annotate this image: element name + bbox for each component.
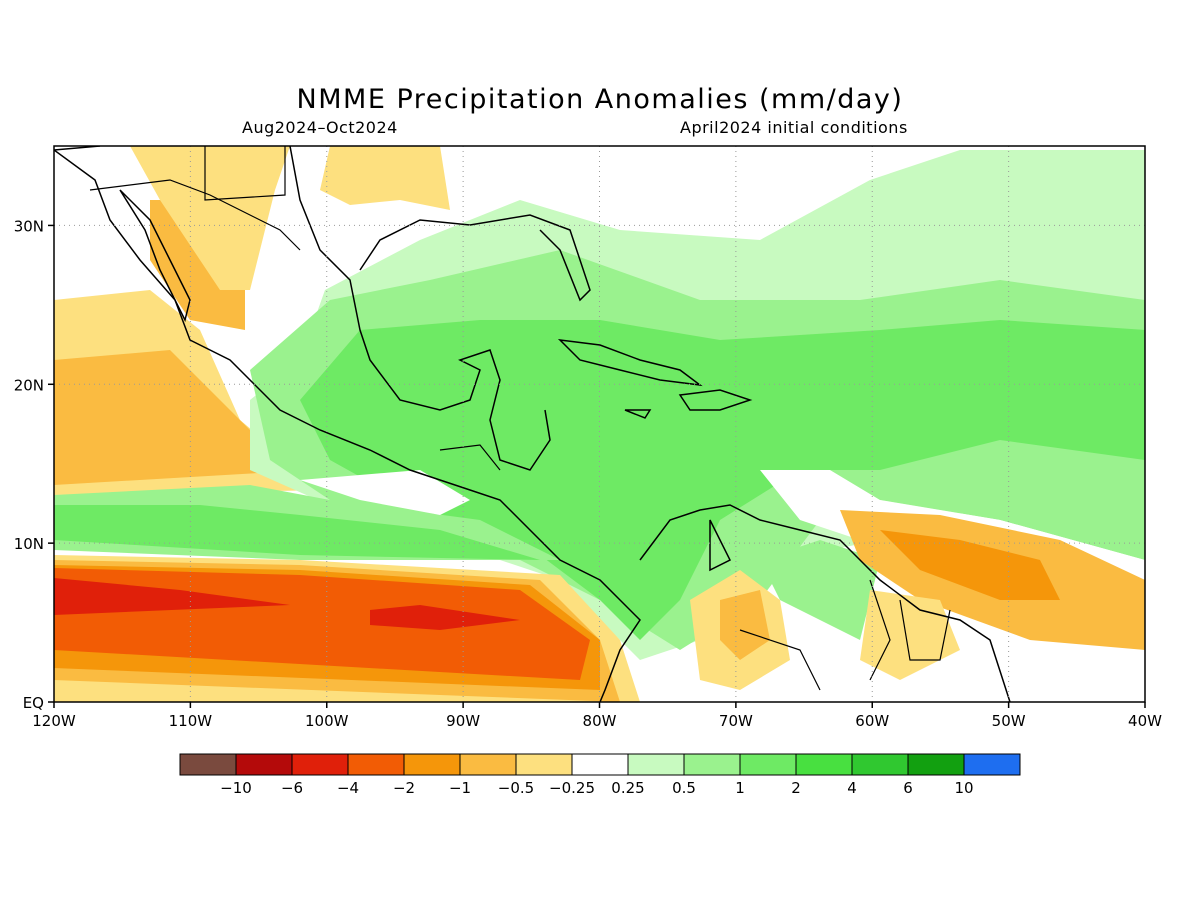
colorbar-label: 4 [847,779,857,797]
anomaly-field [54,146,1145,702]
colorbar-label: −6 [281,779,303,797]
lon-tick-label: 60W [855,712,889,730]
colorbar-label: −10 [220,779,252,797]
neutral-band [300,470,470,515]
lon-tick-label: 110W [169,712,213,730]
colorbar-label: 0.5 [672,779,696,797]
colorbar-label: 10 [954,779,973,797]
colorbar-label: −1 [449,779,471,797]
lat-tick-label: 20N [14,376,44,394]
colorbar-swatch [571,753,629,776]
colorbar-swatch [459,753,517,776]
colorbar-label: 2 [791,779,801,797]
colorbar-label: −2 [393,779,415,797]
lon-tick-label: 50W [992,712,1026,730]
dry-region-sw-us [130,146,290,290]
colorbar-swatch [403,753,461,776]
lon-tick-label: 100W [305,712,349,730]
dry-region-us-south [320,146,450,210]
colorbar-swatch [235,753,293,776]
colorbar-swatch [907,753,965,776]
colorbar-label: −4 [337,779,359,797]
lon-tick-label: 80W [583,712,617,730]
colorbar-swatch [795,753,853,776]
dry-band-pacific-max [54,578,290,615]
colorbar-swatch [851,753,909,776]
lon-tick-label: 90W [446,712,480,730]
wet-band-itcz-west-core [54,505,540,560]
wet-region-amazon [760,540,880,640]
colorbar: −10 −6 −4 −2 −1 −0.5 −0.25 0.25 0.5 1 2 4 6 10 [179,753,1021,797]
colorbar-swatch [963,753,1021,776]
lon-tick-label: 120W [32,712,76,730]
colorbar-swatch [347,753,405,776]
initial-conditions: April2024 initial conditions [680,118,908,137]
axes: 120W 110W 100W 90W 80W 70W 60W 50W 40W 30N 20N 10N E… [14,217,1162,730]
map-title: NMME Precipitation Anomalies (mm/day) [296,84,904,115]
colorbar-swatch [683,753,741,776]
colorbar-label: 6 [903,779,913,797]
lat-tick-label: EQ [23,694,44,712]
dry-region-guiana [860,590,960,680]
colorbar-label: −0.5 [498,779,534,797]
lat-tick-label: 30N [14,217,44,235]
dry-region-atlantic-core [880,530,1060,600]
colorbar-swatch [515,753,573,776]
colorbar-swatch [739,753,797,776]
colorbar-swatch [627,753,685,776]
lon-tick-label: 70W [719,712,753,730]
coastlines [54,146,1011,702]
dry-region-pacific-inner [54,350,310,485]
wet-region-strong [300,320,1145,640]
dry-region-venezuela-core [720,590,770,660]
colorbar-swatch [179,753,237,776]
gridlines [54,146,1145,702]
colorbar-label: −0.25 [549,779,595,797]
lon-tick-label: 40W [1128,712,1162,730]
dry-band-pacific-max2 [370,605,520,630]
colorbar-label: 1 [735,779,745,797]
lat-tick-label: 10N [14,535,44,553]
dry-region-baja [150,200,245,330]
forecast-period: Aug2024–Oct2024 [242,118,398,137]
borders [89,146,951,691]
colorbar-swatch [291,753,349,776]
colorbar-label: 0.25 [611,779,644,797]
